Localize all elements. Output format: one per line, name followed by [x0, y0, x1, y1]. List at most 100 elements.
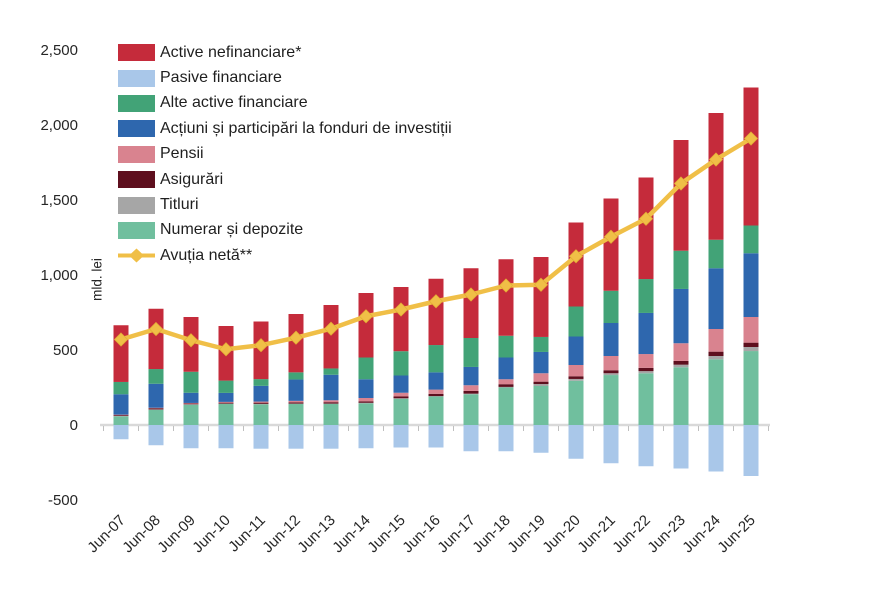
bar-segment: [463, 425, 479, 452]
bar-segment: [743, 347, 759, 352]
bar-segment: [533, 386, 549, 425]
bar-segment: [638, 279, 654, 313]
bar-segment: [183, 404, 199, 405]
bar-segment: [323, 402, 339, 404]
bar-segment: [218, 392, 234, 402]
diamond-marker: [708, 152, 724, 167]
legend-label: Acțiuni și participări la fonduri de inv…: [160, 119, 452, 137]
bar-segment: [498, 384, 514, 387]
x-tick-label: Jun-07: [84, 512, 128, 556]
bar-segment: [218, 404, 234, 425]
legend-label: Pensii: [160, 145, 204, 163]
bar-segment: [253, 401, 269, 403]
series-pasive-financiare: [113, 425, 759, 476]
bar-segment: [708, 268, 724, 329]
x-tick-label: Jun-21: [574, 512, 618, 556]
legend-item-alte-active-financiare: Alte active financiare: [118, 91, 452, 116]
bar-segment: [743, 225, 759, 254]
bar-segment: [288, 404, 304, 425]
bar-segment: [743, 351, 759, 425]
legend-item-pensii: Pensii: [118, 142, 452, 167]
bar-segment: [568, 336, 584, 365]
bar-segment: [323, 400, 339, 403]
y-axis-title: mld. lei: [89, 258, 105, 301]
bar-segment: [428, 372, 444, 390]
bar-segment: [603, 290, 619, 323]
bar-segment: [148, 383, 164, 408]
bar-segment: [358, 425, 374, 449]
bar-segment: [183, 371, 199, 393]
chart-legend: Active nefinanciare* Pasive financiare Alt…: [118, 40, 452, 269]
bar-segment: [288, 379, 304, 401]
x-tick-label: Jun-18: [469, 512, 513, 556]
series-actiuni-si-participari-la-fonduri-de-investitii: [113, 253, 759, 415]
bar-segment: [638, 312, 654, 355]
bar-segment: [568, 380, 584, 425]
bar-segment: [323, 404, 339, 425]
diamond-marker: [183, 333, 199, 348]
bar-segment: [673, 250, 689, 289]
legend-color-swatch: [118, 145, 155, 163]
bar-segment: [708, 425, 724, 472]
bar-segment: [253, 379, 269, 386]
bar-segment: [463, 394, 479, 425]
bar-segment: [393, 396, 409, 399]
bar-segment: [113, 381, 129, 395]
bar-segment: [568, 365, 584, 377]
bar-segment: [673, 367, 689, 425]
bar-segment: [568, 306, 584, 337]
bar-segment: [708, 113, 724, 240]
bar-segment: [708, 239, 724, 269]
bar-segment: [498, 379, 514, 385]
bar-segment: [393, 375, 409, 393]
legend-label: Pasive financiare: [160, 69, 282, 87]
bar-segment: [463, 385, 479, 391]
x-tick-label: Jun-25: [714, 512, 758, 556]
diamond-marker: [568, 249, 584, 264]
bar-segment: [183, 425, 199, 449]
bar-segment: [288, 425, 304, 449]
bar-segment: [743, 87, 759, 226]
bar-segment: [673, 425, 689, 469]
bar-segment: [393, 287, 409, 352]
bar-segment: [638, 177, 654, 280]
x-tick-label: Jun-16: [399, 512, 443, 556]
diamond-marker: [393, 302, 409, 317]
legend-item-avutia-neta: Avuția netă**: [118, 243, 452, 268]
bar-segment: [183, 403, 199, 405]
bar-segment: [743, 342, 759, 347]
bar-segment: [533, 257, 549, 337]
bar-segment: [498, 259, 514, 336]
legend-label: Active nefinanciare*: [160, 43, 302, 61]
x-tick-label: Jun-23: [644, 512, 688, 556]
x-tick-label: Jun-14: [329, 512, 373, 556]
diamond-marker: [638, 211, 654, 226]
series-alte-active-financiare: [113, 225, 759, 395]
legend-line-diamond-icon: [118, 248, 155, 263]
legend-color-swatch: [118, 196, 155, 214]
bar-segment: [463, 338, 479, 367]
bar-segment: [253, 403, 269, 405]
diamond-marker: [603, 229, 619, 244]
bar-segment: [183, 404, 199, 425]
bar-segment: [358, 401, 374, 403]
x-tick-label: Jun-10: [189, 512, 233, 556]
x-tick-label: Jun-09: [154, 512, 198, 556]
bar-segment: [673, 360, 689, 365]
bar-segment: [358, 379, 374, 398]
bar-segment: [568, 376, 584, 379]
bar-segment: [393, 398, 409, 399]
bar-segment: [323, 403, 339, 405]
diamond-marker: [218, 342, 234, 357]
bar-segment: [498, 425, 514, 452]
legend-label: Numerar și depozite: [160, 221, 304, 239]
bar-segment: [708, 351, 724, 356]
bar-segment: [323, 374, 339, 401]
series-numerar-si-depozite: [113, 351, 759, 425]
bar-segment: [533, 425, 549, 453]
bar-segment: [463, 393, 479, 395]
bar-segment: [393, 392, 409, 397]
bar-segment: [568, 378, 584, 381]
bar-segment: [218, 402, 234, 404]
bar-segment: [673, 343, 689, 361]
